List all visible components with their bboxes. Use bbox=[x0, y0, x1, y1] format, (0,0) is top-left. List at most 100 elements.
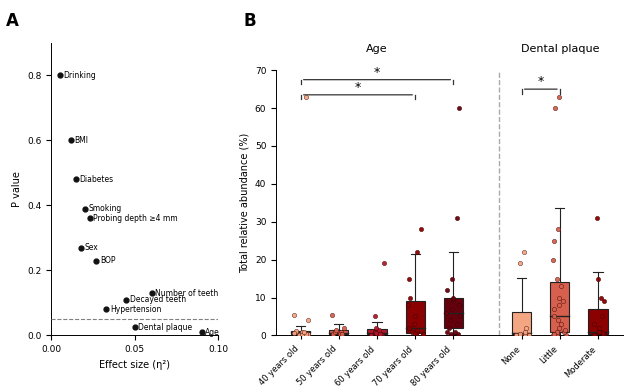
Bar bbox=[367, 329, 386, 334]
Point bbox=[447, 298, 458, 305]
Bar bbox=[512, 312, 532, 334]
Point bbox=[303, 317, 313, 323]
Point bbox=[327, 312, 337, 318]
Point bbox=[549, 238, 559, 244]
Text: Sex: Sex bbox=[85, 243, 98, 252]
Point bbox=[371, 330, 381, 336]
Point bbox=[548, 332, 558, 338]
Point bbox=[598, 331, 608, 337]
Point bbox=[336, 329, 347, 335]
Point bbox=[600, 331, 610, 337]
Text: B: B bbox=[244, 12, 257, 30]
Point bbox=[520, 328, 530, 335]
Point bbox=[590, 332, 600, 338]
Point bbox=[550, 306, 560, 312]
Point bbox=[297, 329, 308, 335]
Text: Decayed teeth: Decayed teeth bbox=[130, 295, 186, 304]
Point bbox=[412, 326, 422, 333]
Point bbox=[447, 275, 457, 282]
Point bbox=[300, 94, 311, 100]
Text: *: * bbox=[374, 66, 380, 78]
Point bbox=[441, 310, 451, 316]
Text: BMI: BMI bbox=[74, 136, 89, 145]
Point bbox=[447, 306, 458, 312]
Point bbox=[370, 325, 381, 331]
Point bbox=[297, 332, 308, 338]
Text: A: A bbox=[6, 12, 19, 30]
Point bbox=[559, 329, 569, 335]
Point bbox=[290, 328, 300, 334]
Text: Smoking: Smoking bbox=[88, 204, 121, 213]
Point bbox=[560, 332, 571, 338]
Point bbox=[444, 325, 455, 331]
Point bbox=[299, 329, 309, 335]
Point bbox=[597, 313, 607, 319]
Point bbox=[596, 294, 607, 301]
Bar bbox=[550, 282, 569, 332]
Point bbox=[374, 326, 384, 333]
Point bbox=[554, 302, 564, 308]
Point bbox=[299, 330, 309, 337]
Point bbox=[519, 249, 529, 255]
Point bbox=[548, 257, 558, 263]
Point bbox=[412, 249, 422, 255]
Point bbox=[289, 330, 299, 336]
Point bbox=[370, 328, 380, 335]
Point bbox=[404, 325, 414, 331]
Point bbox=[412, 329, 422, 335]
Point bbox=[452, 321, 462, 327]
Point bbox=[379, 260, 389, 266]
Point bbox=[560, 326, 571, 333]
Point bbox=[555, 321, 566, 327]
Point bbox=[599, 298, 609, 305]
Point bbox=[553, 317, 563, 323]
Point bbox=[454, 105, 464, 111]
Point bbox=[328, 330, 338, 337]
Point bbox=[596, 329, 606, 335]
Point bbox=[548, 331, 559, 337]
Point bbox=[301, 331, 311, 337]
Text: Hypertension: Hypertension bbox=[110, 305, 161, 314]
Point bbox=[551, 331, 562, 337]
Point bbox=[446, 331, 456, 337]
Text: Age: Age bbox=[205, 328, 220, 337]
Point bbox=[331, 326, 342, 333]
Text: Dental plaque: Dental plaque bbox=[138, 323, 193, 332]
Text: *: * bbox=[538, 75, 544, 88]
Point bbox=[524, 332, 534, 338]
Point bbox=[376, 331, 386, 337]
Point bbox=[553, 226, 564, 232]
Point bbox=[453, 330, 463, 337]
Point bbox=[549, 313, 559, 319]
Point bbox=[290, 328, 300, 335]
Text: Age: Age bbox=[366, 44, 388, 54]
Point bbox=[294, 332, 304, 338]
Text: *: * bbox=[355, 81, 361, 94]
Point bbox=[594, 328, 604, 335]
Point bbox=[589, 321, 599, 327]
Y-axis label: P value: P value bbox=[12, 171, 22, 207]
Point bbox=[552, 275, 562, 282]
Point bbox=[405, 294, 415, 301]
Point bbox=[406, 328, 417, 335]
Point bbox=[551, 330, 562, 337]
Point bbox=[520, 331, 530, 337]
Point bbox=[514, 330, 525, 337]
Point bbox=[452, 215, 462, 221]
Point bbox=[554, 294, 564, 301]
Point bbox=[337, 331, 347, 337]
Point bbox=[302, 331, 313, 337]
Point bbox=[288, 312, 299, 318]
Point bbox=[511, 332, 521, 338]
Point bbox=[455, 302, 465, 308]
Point bbox=[336, 332, 346, 338]
Point bbox=[404, 275, 414, 282]
Text: Diabetes: Diabetes bbox=[80, 175, 114, 184]
Point bbox=[334, 331, 345, 337]
Point bbox=[417, 332, 428, 338]
Point bbox=[410, 330, 420, 336]
Point bbox=[417, 331, 428, 337]
Point bbox=[375, 331, 385, 337]
Point bbox=[554, 94, 564, 100]
Point bbox=[330, 328, 340, 335]
